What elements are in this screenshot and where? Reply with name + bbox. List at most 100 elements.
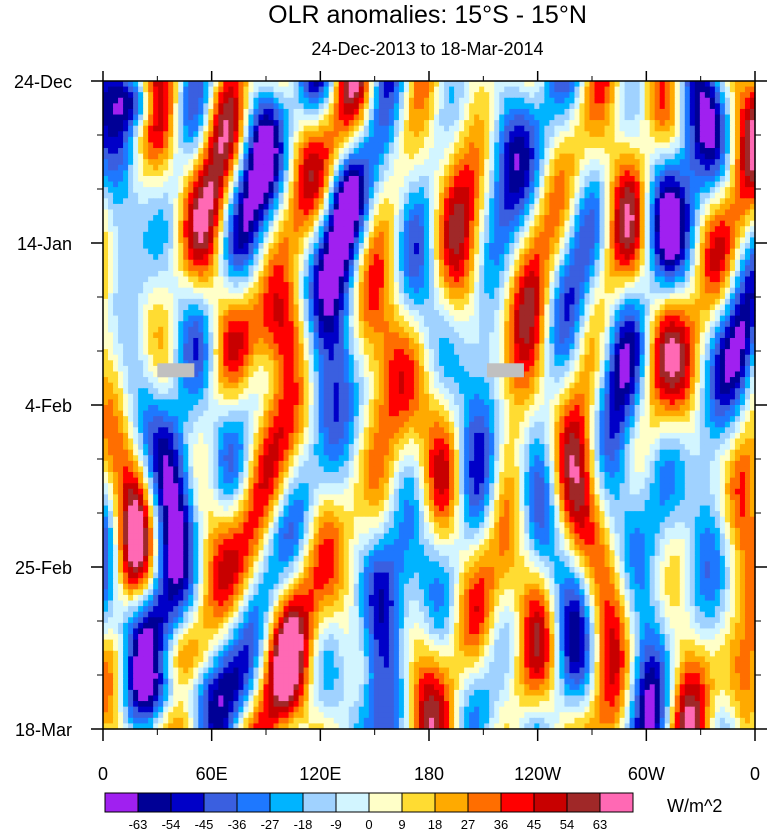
- field-cell: [198, 293, 204, 299]
- field-cell: [253, 159, 259, 165]
- field-cell: [399, 271, 405, 277]
- field-cell: [218, 260, 224, 266]
- field-cell: [409, 165, 415, 171]
- field-cell: [374, 249, 380, 255]
- field-cell: [334, 187, 340, 193]
- field-cell: [650, 204, 656, 210]
- field-cell: [339, 165, 345, 171]
- field-cell: [710, 165, 716, 171]
- field-cell: [289, 204, 295, 210]
- field-cell: [640, 226, 646, 232]
- field-cell: [434, 288, 440, 294]
- field-cell: [630, 209, 636, 215]
- field-cell: [464, 215, 470, 221]
- field-cell: [459, 215, 465, 221]
- field-cell: [720, 187, 726, 193]
- field-cell: [579, 92, 585, 98]
- field-cell: [379, 204, 385, 210]
- field-cell: [499, 165, 505, 171]
- field-cell: [173, 109, 179, 115]
- field-cell: [544, 204, 550, 210]
- field-cell: [650, 98, 656, 104]
- field-cell: [720, 288, 726, 294]
- field-cell: [274, 232, 280, 238]
- field-cell: [554, 81, 560, 87]
- field-cell: [695, 120, 701, 126]
- field-cell: [600, 249, 606, 255]
- field-cell: [720, 254, 726, 260]
- field-cell: [374, 148, 380, 154]
- field-cell: [454, 209, 460, 215]
- field-cell: [564, 142, 570, 148]
- field-cell: [605, 137, 611, 143]
- field-cell: [504, 165, 510, 171]
- field-cell: [108, 271, 114, 277]
- field-cell: [399, 115, 405, 121]
- field-cell: [188, 187, 194, 193]
- field-cell: [449, 237, 455, 243]
- field-cell: [434, 249, 440, 255]
- field-cell: [675, 226, 681, 232]
- field-cell: [640, 288, 646, 294]
- field-cell: [208, 254, 214, 260]
- field-cell: [640, 176, 646, 182]
- field-cell: [414, 92, 420, 98]
- field-cell: [374, 142, 380, 148]
- field-cell: [559, 209, 565, 215]
- field-cell: [228, 154, 234, 160]
- field-cell: [529, 265, 535, 271]
- field-cell: [309, 154, 315, 160]
- field-cell: [173, 198, 179, 204]
- field-cell: [615, 81, 621, 87]
- field-cell: [238, 103, 244, 109]
- field-cell: [148, 226, 154, 232]
- field-cell: [509, 170, 515, 176]
- field-cell: [329, 215, 335, 221]
- field-cell: [203, 154, 209, 160]
- field-cell: [269, 265, 275, 271]
- field-cell: [650, 154, 656, 160]
- field-cell: [660, 182, 666, 188]
- field-cell: [504, 81, 510, 87]
- field-cell: [589, 81, 595, 87]
- field-cell: [449, 148, 455, 154]
- field-cell: [374, 204, 380, 210]
- field-cell: [484, 198, 490, 204]
- field-cell: [274, 271, 280, 277]
- field-cell: [188, 277, 194, 283]
- field-cell: [509, 131, 515, 137]
- field-cell: [314, 282, 320, 288]
- field-cell: [339, 142, 345, 148]
- field-cell: [620, 165, 626, 171]
- field-cell: [324, 109, 330, 115]
- field-cell: [198, 182, 204, 188]
- field-cell: [364, 288, 370, 294]
- field-cell: [605, 182, 611, 188]
- field-cell: [690, 288, 696, 294]
- field-cell: [384, 198, 390, 204]
- field-cell: [454, 115, 460, 121]
- field-cell: [193, 204, 199, 210]
- field-cell: [173, 148, 179, 154]
- field-cell: [680, 142, 686, 148]
- field-cell: [294, 232, 300, 238]
- field-cell: [655, 182, 661, 188]
- field-cell: [379, 209, 385, 215]
- field-cell: [419, 148, 425, 154]
- field-cell: [213, 81, 219, 87]
- field-cell: [284, 265, 290, 271]
- field-cell: [269, 215, 275, 221]
- field-cell: [263, 204, 269, 210]
- field-cell: [369, 176, 375, 182]
- field-cell: [344, 81, 350, 87]
- field-cell: [424, 237, 430, 243]
- field-cell: [539, 288, 545, 294]
- field-cell: [284, 142, 290, 148]
- field-cell: [685, 126, 691, 132]
- field-cell: [138, 176, 144, 182]
- field-cell: [730, 282, 736, 288]
- field-cell: [263, 293, 269, 299]
- field-cell: [228, 187, 234, 193]
- field-cell: [223, 115, 229, 121]
- field-cell: [203, 221, 209, 227]
